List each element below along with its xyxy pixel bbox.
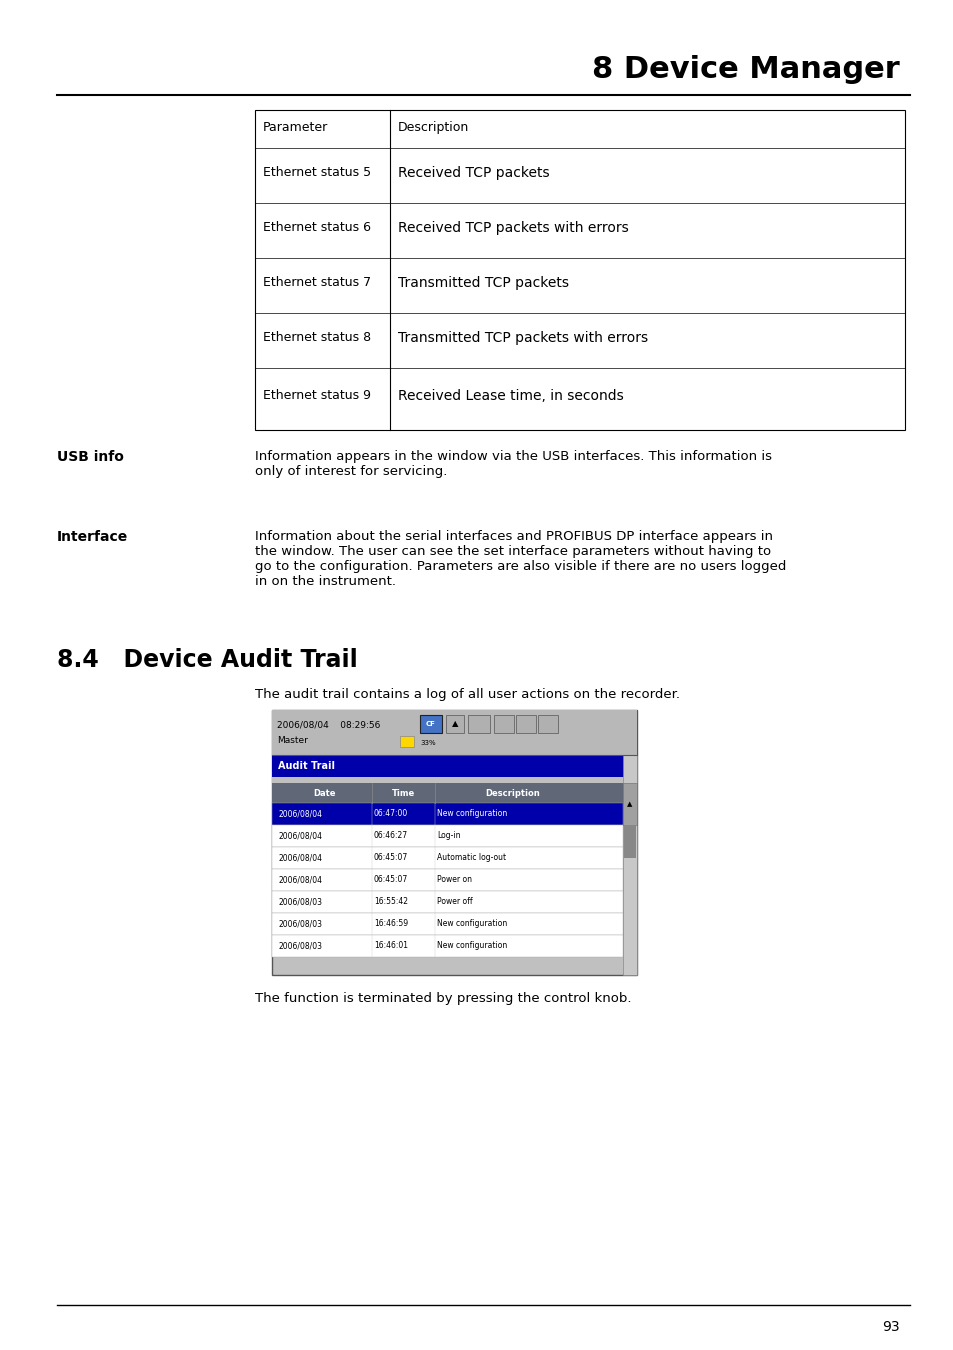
Text: Transmitted TCP packets: Transmitted TCP packets bbox=[397, 275, 568, 290]
Bar bbox=[272, 710, 637, 975]
Text: 2006/08/03: 2006/08/03 bbox=[278, 898, 323, 906]
Text: 2006/08/03: 2006/08/03 bbox=[278, 919, 323, 929]
Bar bbox=[623, 825, 636, 859]
Text: Time: Time bbox=[392, 788, 415, 798]
Bar bbox=[272, 803, 622, 825]
Text: Ethernet status 9: Ethernet status 9 bbox=[263, 389, 371, 402]
Text: Ethernet status 8: Ethernet status 8 bbox=[263, 331, 371, 344]
Text: 16:46:59: 16:46:59 bbox=[374, 919, 408, 929]
Text: 33%: 33% bbox=[419, 740, 436, 747]
Text: 16:55:42: 16:55:42 bbox=[374, 898, 408, 906]
Bar bbox=[272, 891, 622, 913]
Bar bbox=[272, 783, 622, 803]
Text: Received TCP packets: Received TCP packets bbox=[397, 166, 549, 180]
Text: 2006/08/04: 2006/08/04 bbox=[278, 810, 323, 818]
Text: 2006/08/04: 2006/08/04 bbox=[278, 832, 323, 841]
Bar bbox=[272, 913, 622, 936]
Bar bbox=[468, 716, 490, 733]
Text: 2006/08/04    08:29:56: 2006/08/04 08:29:56 bbox=[276, 720, 380, 729]
Bar bbox=[272, 710, 637, 755]
Text: Audit Trail: Audit Trail bbox=[277, 761, 335, 771]
Text: Information appears in the window via the USB interfaces. This information is
on: Information appears in the window via th… bbox=[254, 450, 771, 478]
Text: Ethernet status 5: Ethernet status 5 bbox=[263, 166, 371, 180]
Text: 16:46:01: 16:46:01 bbox=[374, 941, 408, 950]
Text: Description: Description bbox=[397, 120, 469, 134]
Bar bbox=[622, 755, 637, 975]
Text: Log-in: Log-in bbox=[436, 832, 460, 841]
Bar bbox=[272, 869, 622, 891]
Text: New configuration: New configuration bbox=[436, 810, 507, 818]
Text: USB info: USB info bbox=[57, 450, 124, 464]
Text: 06:45:07: 06:45:07 bbox=[374, 853, 408, 863]
Text: 06:45:07: 06:45:07 bbox=[374, 876, 408, 884]
Bar bbox=[399, 736, 414, 747]
Text: Transmitted TCP packets with errors: Transmitted TCP packets with errors bbox=[397, 331, 647, 344]
Text: ▲: ▲ bbox=[452, 720, 457, 729]
Bar bbox=[272, 755, 637, 778]
Text: New configuration: New configuration bbox=[436, 941, 507, 950]
Text: 2006/08/04: 2006/08/04 bbox=[278, 853, 323, 863]
Text: CF: CF bbox=[426, 721, 436, 728]
Bar bbox=[494, 716, 514, 733]
Text: 06:47:00: 06:47:00 bbox=[374, 810, 408, 818]
Text: 8 Device Manager: 8 Device Manager bbox=[592, 55, 899, 84]
Text: Ethernet status 6: Ethernet status 6 bbox=[263, 221, 371, 235]
Text: Date: Date bbox=[313, 788, 335, 798]
Text: Parameter: Parameter bbox=[263, 120, 328, 134]
Text: The audit trail contains a log of all user actions on the recorder.: The audit trail contains a log of all us… bbox=[254, 688, 679, 701]
Text: Master: Master bbox=[276, 736, 308, 745]
Text: 06:46:27: 06:46:27 bbox=[374, 832, 408, 841]
Bar bbox=[272, 825, 622, 846]
Bar bbox=[254, 109, 904, 431]
Text: 8.4   Device Audit Trail: 8.4 Device Audit Trail bbox=[57, 648, 357, 672]
Bar bbox=[537, 716, 558, 733]
Text: Received TCP packets with errors: Received TCP packets with errors bbox=[397, 221, 628, 235]
Bar bbox=[272, 936, 622, 957]
Bar bbox=[446, 716, 463, 733]
Bar bbox=[272, 778, 637, 783]
Bar bbox=[272, 846, 622, 869]
Text: Power off: Power off bbox=[436, 898, 472, 906]
Bar bbox=[516, 716, 536, 733]
Text: Received Lease time, in seconds: Received Lease time, in seconds bbox=[397, 389, 623, 402]
Text: 93: 93 bbox=[882, 1320, 899, 1334]
Text: The function is terminated by pressing the control knob.: The function is terminated by pressing t… bbox=[254, 992, 631, 1004]
Text: Interface: Interface bbox=[57, 531, 128, 544]
Text: 2006/08/04: 2006/08/04 bbox=[278, 876, 323, 884]
Text: Information about the serial interfaces and PROFIBUS DP interface appears in
the: Information about the serial interfaces … bbox=[254, 531, 785, 589]
Bar bbox=[622, 783, 637, 825]
Text: 2006/08/03: 2006/08/03 bbox=[278, 941, 323, 950]
Text: Ethernet status 7: Ethernet status 7 bbox=[263, 277, 371, 289]
Text: Automatic log-out: Automatic log-out bbox=[436, 853, 506, 863]
Bar bbox=[419, 716, 441, 733]
Text: Description: Description bbox=[485, 788, 539, 798]
Text: ▲: ▲ bbox=[627, 801, 632, 807]
Text: New configuration: New configuration bbox=[436, 919, 507, 929]
Text: Power on: Power on bbox=[436, 876, 472, 884]
